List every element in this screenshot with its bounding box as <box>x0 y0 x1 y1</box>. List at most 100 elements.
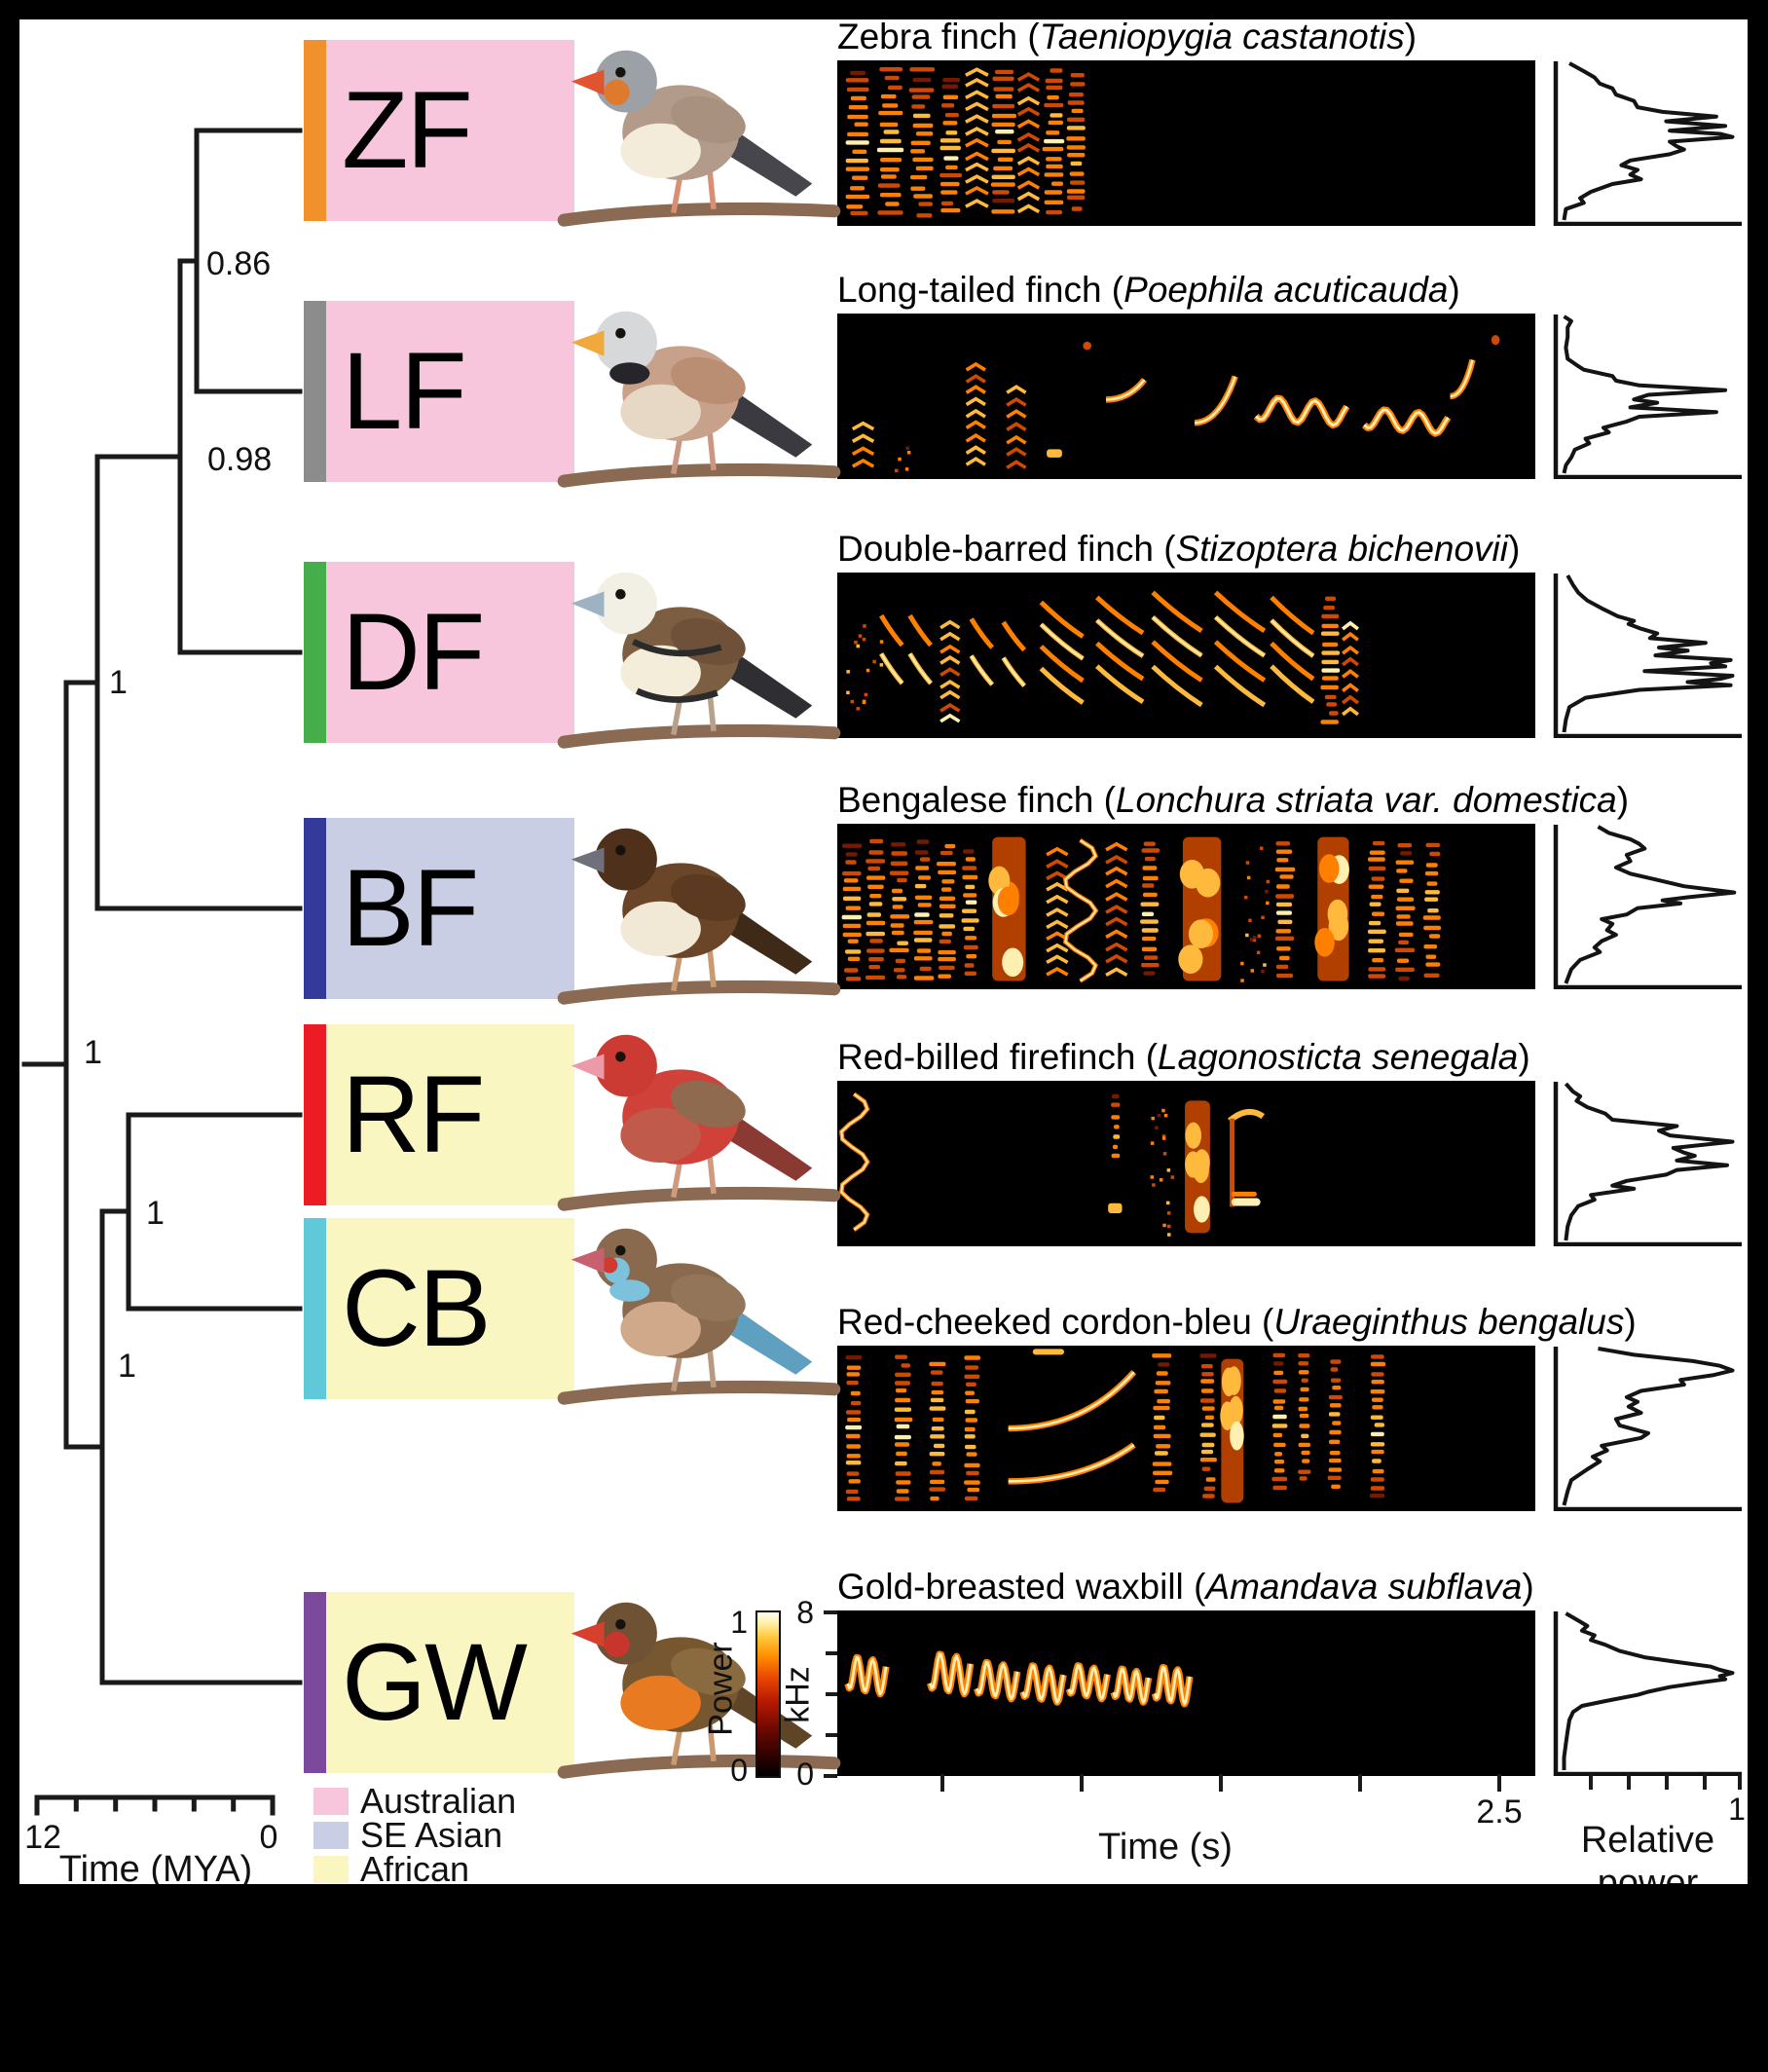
species-abbr-label: DF <box>342 591 485 713</box>
bird-wing <box>671 356 746 405</box>
bird-head <box>595 572 657 635</box>
syllable-harmonic <box>1301 1378 1308 1383</box>
syllable-chevron <box>965 396 986 407</box>
syllable-harmonic <box>850 186 866 191</box>
syllable-harmonic <box>965 1398 979 1404</box>
syllable-harmonic <box>1273 1361 1284 1366</box>
syllable-harmonic <box>1400 851 1413 856</box>
syllable-harmonic <box>868 957 884 962</box>
syllable-harmonic <box>1071 108 1084 114</box>
syllable-speckle <box>1170 1175 1175 1179</box>
species-latin-name: Lonchura striata var. domestica <box>1115 780 1617 820</box>
species-common-name: Bengalese finch <box>837 780 1094 820</box>
syllable-harmonic <box>913 930 933 936</box>
region-color-bar <box>304 1592 326 1773</box>
bird-head <box>595 50 657 113</box>
syllable-speckle <box>846 670 850 674</box>
syllable-chevron <box>1105 854 1128 865</box>
syllable-harmonic <box>942 121 958 126</box>
syllable-sweep-core <box>1195 376 1236 425</box>
syllable-harmonic <box>964 1374 980 1379</box>
syllable-harmonic <box>939 904 956 908</box>
syllable-speckle <box>1244 895 1248 900</box>
syllable-harmonic <box>1141 936 1157 942</box>
syllable-harmonic <box>1329 1451 1341 1456</box>
syllable-harmonic <box>1275 964 1289 970</box>
syllable-harmonic <box>888 85 902 91</box>
bird-eye <box>615 845 626 856</box>
syllable-speckle <box>1155 1126 1159 1130</box>
syllable-harmonic <box>1274 1460 1285 1464</box>
syllable-harmonic <box>1395 860 1415 865</box>
syllable-harmonic <box>964 1434 976 1439</box>
syllable-harmonic <box>1321 650 1341 655</box>
syllable-harmonic <box>1299 1476 1308 1481</box>
syllable-chevron <box>965 67 989 77</box>
syllable-vertical-wiggle-core <box>840 1092 869 1231</box>
syllable-harmonic <box>962 874 978 880</box>
syllable-harmonic <box>895 1442 910 1447</box>
bird-belly <box>620 1107 701 1163</box>
syllable-harmonic <box>1424 870 1439 876</box>
syllable-harmonic <box>1300 1387 1309 1392</box>
syllable-blob-hot <box>1318 854 1340 883</box>
syllable-harmonic <box>1200 1388 1214 1393</box>
syllable-harmonic <box>845 78 869 83</box>
syllable-harmonic <box>1066 126 1086 130</box>
syllable-harmonic <box>896 1480 911 1485</box>
syllable-harmonic <box>852 149 867 154</box>
syllable-harmonic <box>997 139 1012 145</box>
syllable-sweep-core <box>1008 1443 1135 1483</box>
syllable-harmonic <box>1369 1494 1385 1498</box>
syllable-harmonic <box>854 122 868 127</box>
power-panel-axes <box>1553 574 1742 738</box>
syllable-harmonic <box>1301 1450 1310 1456</box>
syllable-harmonic <box>1368 884 1384 889</box>
syllable-chevron <box>1016 166 1041 177</box>
syllable-harmonic <box>1320 684 1339 690</box>
syllable-harmonic <box>845 194 870 200</box>
syllable-harmonic <box>892 905 903 909</box>
syllable-harmonic <box>890 861 908 866</box>
syllable-harmonic <box>850 210 868 216</box>
syllable-harmonic <box>1276 910 1292 915</box>
syllable-harmonic <box>1368 974 1386 979</box>
syllable-harmonic <box>842 923 862 929</box>
species-title-paren: ( <box>1251 1302 1274 1342</box>
syllable-speckle <box>856 644 860 648</box>
syllable-harmonic <box>866 920 886 926</box>
syllable-harmonic <box>942 94 959 99</box>
syllable-chevron <box>965 199 989 208</box>
khz-max-label: 8 <box>796 1595 814 1630</box>
syllable-harmonic <box>1275 849 1293 854</box>
relative-power-panel-zf <box>1553 61 1742 226</box>
syllable-harmonic <box>1199 1353 1217 1358</box>
bird-head <box>595 1602 657 1665</box>
syllable-harmonic <box>869 838 884 844</box>
bird-beak <box>571 847 605 873</box>
bird-belly <box>620 384 701 439</box>
syllable-chevron <box>965 162 989 172</box>
syllable-harmonic <box>930 1479 945 1485</box>
syllable-harmonic <box>1044 102 1064 108</box>
syllable-harmonic <box>914 912 930 917</box>
syllable-harmonic <box>941 887 952 892</box>
syllable-harmonic <box>1067 195 1086 200</box>
syllable-harmonic <box>964 971 976 976</box>
syllable-harmonic <box>845 1355 863 1360</box>
bird-bib <box>609 1279 650 1302</box>
syllable-harmonic <box>966 1452 977 1457</box>
syllable-harmonic <box>962 908 977 913</box>
syllable-harmonic <box>929 1469 945 1475</box>
syllable-harmonic <box>891 842 906 847</box>
region-color-bar <box>304 1218 326 1399</box>
syllable-harmonic <box>939 138 961 143</box>
syllable-blob-hot <box>1196 868 1221 898</box>
syllable-harmonic <box>1371 1380 1384 1385</box>
syllable-harmonic <box>1298 1442 1310 1448</box>
species-title-paren: ( <box>1101 270 1124 310</box>
syllable-speckle <box>879 640 884 644</box>
species-latin-name: Amandava subflava <box>1205 1567 1523 1607</box>
syllable-harmonic <box>843 878 859 883</box>
syllable-harmonic <box>1274 1405 1284 1411</box>
